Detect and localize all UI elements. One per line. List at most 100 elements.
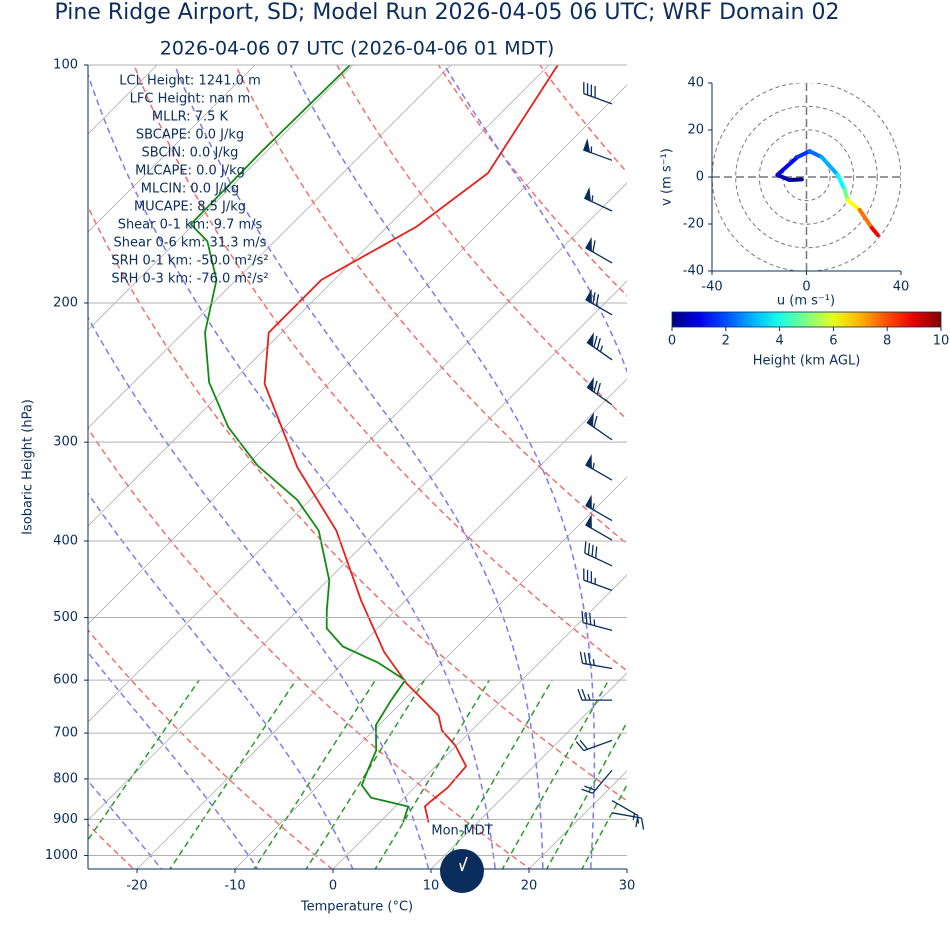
y-tick-label: 900 bbox=[53, 812, 78, 827]
moist-adiabat bbox=[88, 779, 163, 869]
isotherm bbox=[430, 672, 627, 869]
chart-subtitle: 2026-04-06 07 UTC (2026-04-06 01 MDT) bbox=[160, 38, 555, 60]
colorbar bbox=[671, 311, 942, 328]
colorbar-tick-label: 2 bbox=[722, 334, 730, 349]
isotherm bbox=[234, 476, 627, 869]
y-tick-label: 400 bbox=[53, 533, 78, 548]
colorbar-tick-label: 4 bbox=[775, 334, 783, 349]
y-axis-label: v (m s⁻¹) bbox=[660, 148, 675, 206]
stat-line: MLCIN: 0.0 J/kg bbox=[141, 182, 239, 197]
x-axis-label: u (m s⁻¹) bbox=[777, 294, 835, 309]
moist-adiabat bbox=[289, 65, 596, 869]
dry-adiabat bbox=[437, 65, 627, 297]
y-tick-label: 1000 bbox=[45, 848, 78, 863]
dewpoint-line bbox=[189, 65, 410, 823]
colorbar-tick-label: 8 bbox=[883, 334, 891, 349]
dry-adiabat bbox=[88, 427, 532, 869]
isotherm bbox=[88, 65, 354, 331]
dry-adiabat bbox=[336, 65, 627, 421]
stat-line: Shear 0-1 km: 9.7 m/s bbox=[118, 218, 263, 233]
mixing-ratio-line bbox=[305, 679, 426, 869]
isotherm bbox=[136, 378, 627, 869]
y-tick-label: 800 bbox=[53, 771, 78, 786]
dry-adiabat bbox=[234, 65, 627, 545]
y-tick-label: 40 bbox=[687, 76, 704, 91]
stat-line: SBCIN: 0.0 J/kg bbox=[142, 146, 239, 161]
moist-adiabat bbox=[88, 316, 430, 869]
wind-barb bbox=[584, 541, 613, 567]
hodograph-segment bbox=[845, 198, 862, 212]
temperature-line bbox=[263, 65, 559, 823]
wind-barb bbox=[585, 236, 613, 264]
colorbar-tick-label: 0 bbox=[668, 334, 676, 349]
dry-adiabat bbox=[88, 823, 135, 869]
x-tick-label: 30 bbox=[619, 879, 636, 894]
y-tick-label: -20 bbox=[683, 217, 704, 232]
stat-line: SRH 0-1 km: -50.0 m²/s² bbox=[111, 254, 268, 269]
isotherm bbox=[528, 770, 627, 869]
clock-hand bbox=[461, 856, 468, 872]
y-tick-label: 20 bbox=[687, 123, 704, 138]
wind-barb bbox=[583, 568, 613, 592]
wind-barb bbox=[582, 138, 613, 161]
x-tick-label: -20 bbox=[126, 879, 147, 894]
x-tick-label: -10 bbox=[224, 879, 245, 894]
isotherm bbox=[88, 84, 627, 625]
hodograph-segment bbox=[869, 225, 880, 238]
wind-barb bbox=[611, 812, 645, 830]
x-tick-label: 0 bbox=[329, 879, 337, 894]
wind-barb bbox=[585, 454, 613, 481]
dry-adiabat bbox=[827, 47, 950, 888]
y-axis-label: Isobaric Height (hPa) bbox=[21, 399, 36, 535]
mixing-ratio-line bbox=[545, 720, 627, 869]
hodograph-segment bbox=[835, 172, 847, 192]
wind-barb bbox=[575, 739, 613, 752]
stat-line: LFC Height: nan m bbox=[130, 92, 251, 107]
colorbar-tick-label: 6 bbox=[829, 334, 837, 349]
stat-line: MLLR: 7.5 K bbox=[152, 110, 229, 125]
hodograph: -40 0 40 -40 -20 0 20 40 u (m s⁻¹) v (m s⁻¹) 0 2 4 6 8… bbox=[660, 76, 950, 369]
stat-line: LCL Height: 1241.0 m bbox=[119, 74, 260, 89]
wind-barb bbox=[581, 610, 613, 631]
stat-line: MUCAPE: 8.5 J/kg bbox=[134, 200, 246, 215]
isotherm bbox=[88, 65, 256, 233]
y-tick-label: 700 bbox=[53, 726, 78, 741]
hodo-area bbox=[712, 83, 901, 271]
isotherm bbox=[88, 65, 452, 429]
x-tick-label: -40 bbox=[701, 280, 722, 295]
hodograph-segment bbox=[787, 177, 804, 183]
hodograph-segment bbox=[807, 149, 824, 160]
wind-barb bbox=[586, 332, 613, 361]
range-ring bbox=[735, 105, 878, 249]
isotherm bbox=[706, 29, 950, 888]
colorbar-label: Height (km AGL) bbox=[753, 354, 861, 369]
stat-line: Shear 0-6 km: 31.3 m/s bbox=[114, 236, 267, 251]
stat-line: MLCAPE: 0.0 J/kg bbox=[135, 164, 245, 179]
wind-barb bbox=[585, 514, 613, 541]
mixing-ratio-line bbox=[169, 679, 297, 869]
wind-barb bbox=[581, 769, 613, 794]
chart-title: Pine Ridge Airport, SD; Model Run 2026-0… bbox=[55, 0, 840, 25]
wind-barb bbox=[586, 377, 613, 406]
y-tick-label: 200 bbox=[53, 295, 78, 310]
isotherm bbox=[88, 182, 627, 723]
y-tick-label: 0 bbox=[696, 170, 704, 185]
mixing-ratio-line bbox=[88, 679, 200, 841]
x-tick-label: 10 bbox=[423, 879, 440, 894]
hodograph-segment bbox=[819, 155, 840, 177]
range-ring bbox=[758, 129, 855, 225]
clock-label: Mon-MDT bbox=[431, 824, 492, 839]
colorbar-tick-label: 10 bbox=[933, 334, 950, 349]
isotherm bbox=[88, 65, 550, 527]
wind-barb bbox=[583, 186, 613, 212]
x-tick-label: 20 bbox=[521, 879, 538, 894]
y-tick-label: 300 bbox=[53, 435, 78, 450]
x-axis-label: Temperature (°C) bbox=[300, 900, 413, 915]
clock-hand bbox=[459, 862, 463, 872]
wind-barb bbox=[583, 81, 613, 105]
stat-line: SBCAPE: 0.0 J/kg bbox=[136, 128, 244, 143]
wind-barb bbox=[577, 688, 612, 701]
wind-barb bbox=[579, 651, 613, 670]
